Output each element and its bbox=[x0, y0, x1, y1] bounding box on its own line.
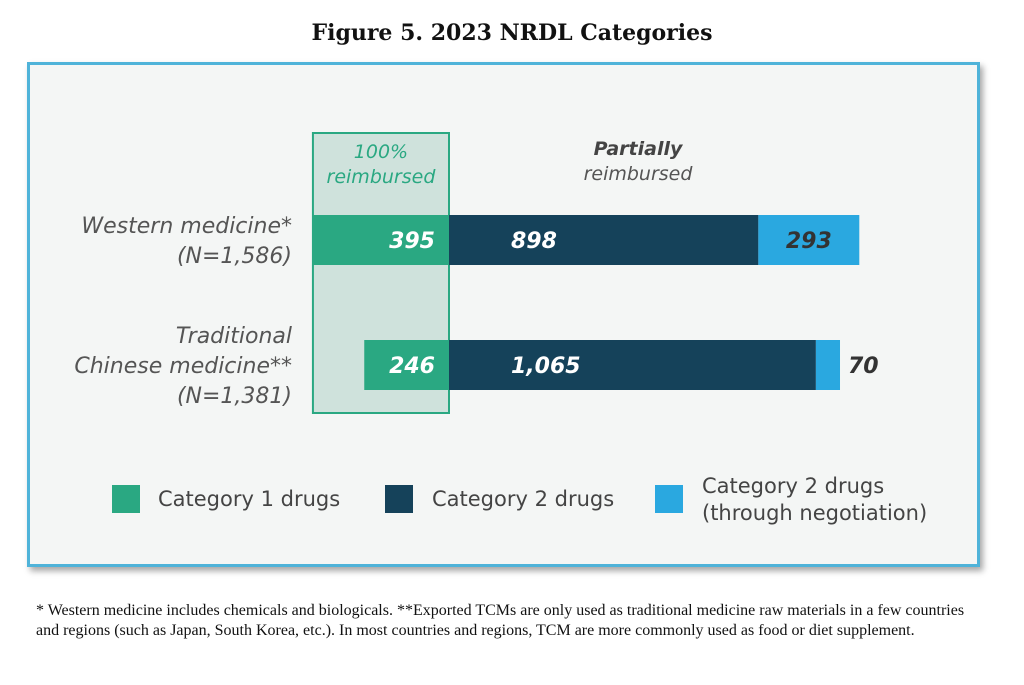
legend-label-2-0: Category 2 drugs bbox=[702, 474, 884, 498]
category-label-1-1: Chinese medicine** bbox=[74, 354, 292, 379]
header-partial-line2: reimbursed bbox=[584, 163, 694, 185]
legend-label-2-1: (through negotiation) bbox=[702, 501, 927, 525]
header-partial-line1: Partially bbox=[594, 138, 684, 160]
bar-series1-1 bbox=[449, 340, 816, 390]
value-label-series1-0: 898 bbox=[511, 229, 557, 254]
bar-series2-1 bbox=[815, 340, 841, 390]
legend-swatch-1 bbox=[385, 485, 413, 513]
header-full-line2: reimbursed bbox=[327, 166, 437, 188]
value-label-cat1-0: 395 bbox=[389, 229, 435, 254]
footnote: * Western medicine includes chemicals an… bbox=[36, 602, 965, 639]
bar-series1-0 bbox=[449, 215, 759, 265]
category-label-1-2: (N=1,381) bbox=[177, 384, 292, 409]
value-label-series2-0: 293 bbox=[786, 229, 832, 254]
stacked-bar-chart: 100% reimbursed Partially reimbursed Western… bbox=[74, 132, 927, 525]
category-label-1-0: Traditional bbox=[176, 324, 292, 349]
legend-swatch-0 bbox=[112, 485, 140, 513]
category-label-0-1: (N=1,586) bbox=[177, 244, 292, 269]
bar-series2-0 bbox=[758, 215, 860, 265]
bar-cat1-1 bbox=[364, 340, 449, 390]
bar-cat1-0 bbox=[312, 215, 449, 265]
header-full-line1: 100% bbox=[354, 141, 408, 163]
value-label-series2-1: 70 bbox=[848, 354, 879, 379]
category-label-0-0: Western medicine* bbox=[81, 214, 292, 239]
figure-title: Figure 5. 2023 NRDL Categories bbox=[311, 20, 713, 46]
value-label-series1-1: 1,065 bbox=[511, 354, 581, 379]
legend-label-1: Category 2 drugs bbox=[432, 487, 614, 511]
chart-panel: 100% reimbursed Partially reimbursed Western… bbox=[27, 62, 980, 567]
legend-label-0: Category 1 drugs bbox=[158, 487, 340, 511]
legend-swatch-2 bbox=[655, 485, 683, 513]
value-label-cat1-1: 246 bbox=[389, 354, 435, 379]
